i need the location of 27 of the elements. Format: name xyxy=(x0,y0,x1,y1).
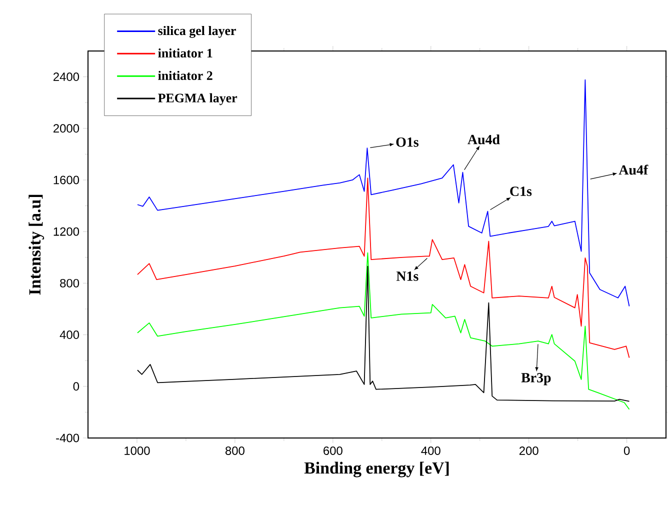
y-tick-label: 1200 xyxy=(54,227,80,236)
y-tick-label: 400 xyxy=(60,330,80,340)
legend-label: PEGMA layer xyxy=(158,93,238,106)
annotation: Br3p xyxy=(521,373,551,386)
y-tick-label: 2000 xyxy=(54,124,80,133)
y-axis-title: Intensity [a.u] xyxy=(28,194,44,295)
x-axis-title: Binding energy [eV] xyxy=(304,462,449,478)
y-tick-label: 2400 xyxy=(54,72,80,82)
x-tick-label: 0 xyxy=(624,446,630,455)
annotation: C1s xyxy=(510,186,532,196)
legend-label: initiator 2 xyxy=(158,70,212,80)
annotation: Au4f xyxy=(618,164,648,175)
annotation: N1s xyxy=(396,272,418,281)
legend-label: initiator 1 xyxy=(158,48,212,58)
annotation: Au4d xyxy=(468,134,500,144)
x-tick-label: 600 xyxy=(324,446,342,455)
x-tick-label: 1000 xyxy=(124,446,150,455)
x-tick-label: 800 xyxy=(225,446,244,455)
x-tick-label: 400 xyxy=(421,446,440,455)
legend-label: silica gel layer xyxy=(158,26,236,38)
y-tick-label: 0 xyxy=(73,382,80,391)
annotation: O1s xyxy=(396,137,418,147)
y-tick-label: 800 xyxy=(60,278,80,288)
x-tick-label: 200 xyxy=(519,446,538,455)
y-tick-label: 1600 xyxy=(54,176,80,184)
line-series xyxy=(137,178,630,358)
y-tick-label: -400 xyxy=(56,434,80,442)
